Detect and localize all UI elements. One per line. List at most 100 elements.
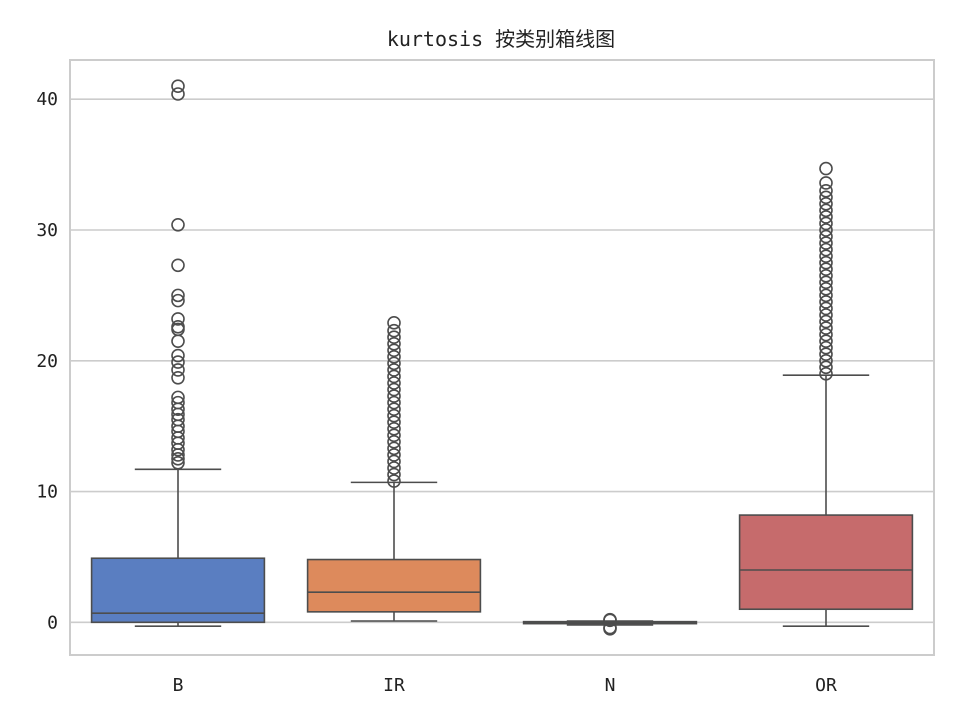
outlier-B-25	[171, 87, 185, 101]
outlier-IR-21	[387, 336, 401, 351]
outlier-B-15	[171, 355, 185, 369]
outlier-OR-1	[819, 360, 833, 375]
outlier-OR-9	[819, 308, 833, 322]
outlier-IR-11	[387, 402, 401, 416]
outlier-B-19	[171, 319, 185, 334]
outlier-OR-23	[819, 216, 833, 231]
outlier-OR-18	[819, 249, 833, 263]
outlier-OR-30	[819, 161, 833, 176]
outlier-IR-3	[387, 454, 401, 469]
outlier-N-1	[603, 620, 617, 635]
outlier-OR-17	[819, 255, 833, 270]
outlier-OR-2	[819, 353, 833, 368]
outlier-IR-24	[387, 316, 401, 330]
outlier-IR-14	[387, 382, 401, 397]
outlier-IR-15	[387, 376, 401, 390]
outlier-OR-10	[819, 301, 833, 316]
y-tick-label-0: 0	[47, 612, 58, 633]
y-tick-label-40: 40	[36, 89, 58, 110]
box-group-OR	[738, 161, 914, 628]
outlier-OR-0	[819, 367, 833, 381]
outlier-B-26	[171, 79, 185, 93]
boxes	[90, 79, 914, 636]
outlier-OR-13	[819, 282, 833, 296]
outlier-OR-20	[819, 236, 833, 250]
x-tick-label-B: B	[173, 675, 184, 696]
plot-frame	[69, 59, 935, 656]
outlier-OR-26	[819, 197, 833, 211]
outlier-B-16	[171, 348, 185, 363]
chart-title: kurtosis 按类别箱线图	[387, 27, 615, 51]
outlier-OR-15	[819, 268, 833, 283]
outlier-OR-7	[819, 321, 833, 335]
box-group-N	[522, 612, 698, 636]
box-IR	[306, 558, 482, 613]
outlier-OR-6	[819, 327, 833, 342]
outlier-IR-10	[387, 408, 401, 423]
outlier-B-14	[171, 363, 185, 377]
x-tick-label-IR: IR	[383, 675, 405, 696]
y-axis-ticks: 0 10 20 30 40	[36, 89, 58, 633]
box-OR	[738, 514, 914, 611]
x-tick-label-OR: OR	[815, 675, 837, 696]
outlier-IR-7	[387, 428, 401, 443]
outlier-IR-8	[387, 421, 401, 436]
outlier-IR-5	[387, 441, 401, 456]
outlier-IR-13	[387, 389, 401, 403]
y-tick-label-20: 20	[36, 351, 58, 372]
outlier-B-20	[171, 312, 185, 326]
y-tick-label-10: 10	[36, 482, 58, 503]
outlier-IR-6	[387, 435, 401, 449]
box-group-IR	[306, 316, 482, 622]
outlier-B-13	[171, 370, 185, 385]
outlier-OR-22	[819, 223, 833, 237]
outlier-B-11	[171, 395, 185, 410]
outlier-OR-3	[819, 347, 833, 362]
outlier-OR-4	[819, 340, 833, 355]
box-B	[90, 557, 266, 624]
outlier-OR-14	[819, 275, 833, 290]
outlier-IR-20	[387, 343, 401, 358]
outlier-IR-23	[387, 323, 401, 338]
outlier-B-23	[171, 258, 185, 273]
outlier-B-0	[171, 455, 185, 470]
outlier-IR-0	[387, 474, 401, 488]
box-group-B	[90, 79, 266, 628]
outlier-OR-12	[819, 288, 833, 303]
outlier-B-1	[171, 452, 185, 466]
outlier-IR-17	[387, 363, 401, 377]
outlier-B-24	[171, 217, 185, 232]
outlier-N-3	[603, 612, 617, 627]
outlier-IR-22	[387, 330, 401, 345]
outlier-OR-5	[819, 334, 833, 348]
outlier-B-8	[171, 412, 185, 427]
outlier-OR-25	[819, 203, 833, 218]
outlier-B-21	[171, 293, 185, 308]
outlier-OR-29	[819, 176, 833, 190]
y-tick-label-30: 30	[36, 220, 58, 241]
outlier-OR-27	[819, 190, 833, 205]
outlier-OR-19	[819, 242, 833, 257]
outlier-IR-1	[387, 467, 401, 482]
outlier-IR-18	[387, 356, 401, 371]
outlier-IR-12	[387, 395, 401, 410]
outlier-IR-19	[387, 350, 401, 364]
outlier-OR-24	[819, 210, 833, 224]
outlier-OR-16	[819, 262, 833, 277]
outlier-B-17	[171, 334, 185, 348]
x-tick-label-N: N	[605, 675, 616, 696]
outlier-IR-2	[387, 461, 401, 475]
outlier-OR-11	[819, 295, 833, 309]
outlier-OR-21	[819, 229, 833, 244]
outlier-B-22	[171, 288, 185, 303]
outlier-IR-4	[387, 448, 401, 462]
outlier-IR-16	[387, 369, 401, 384]
x-axis-ticks: B IR N OR	[173, 675, 837, 696]
gridlines	[70, 98, 934, 624]
outlier-IR-9	[387, 415, 401, 430]
outlier-OR-8	[819, 314, 833, 329]
outlier-B-12	[171, 390, 185, 405]
outlier-OR-28	[819, 183, 833, 198]
